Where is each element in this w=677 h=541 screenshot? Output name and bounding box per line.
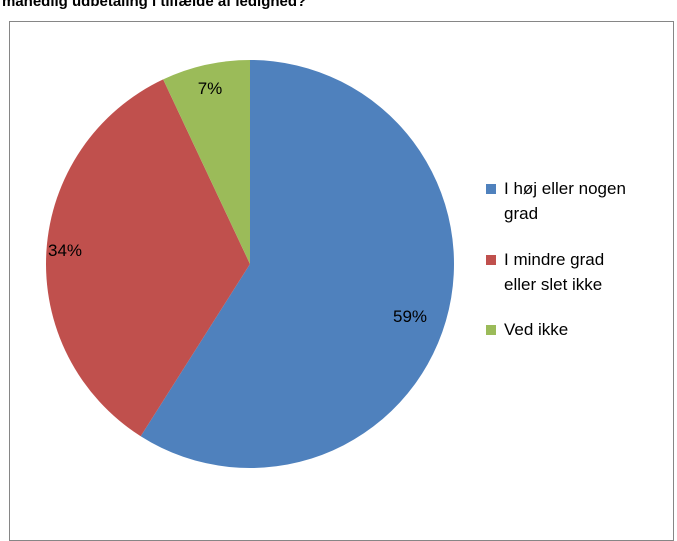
pie-slice [163,60,250,264]
legend-label: I høj eller nogen [504,179,626,198]
slice-data-label: 59% [393,307,427,326]
slice-data-label: 7% [198,79,223,98]
pie-slice [46,79,251,437]
legend-swatch [486,325,496,335]
chart-title: månedlig udbetaling i tilfælde af ledigh… [2,0,307,10]
legend-swatch [486,184,496,194]
legend-label: Ved ikke [504,320,568,339]
slice-data-label: 34% [48,241,82,260]
legend-label: I mindre grad [504,250,604,269]
pie-slice [140,60,455,468]
legend-label: eller slet ikke [504,275,602,294]
legend-swatch [486,255,496,265]
legend-label: grad [504,204,538,223]
